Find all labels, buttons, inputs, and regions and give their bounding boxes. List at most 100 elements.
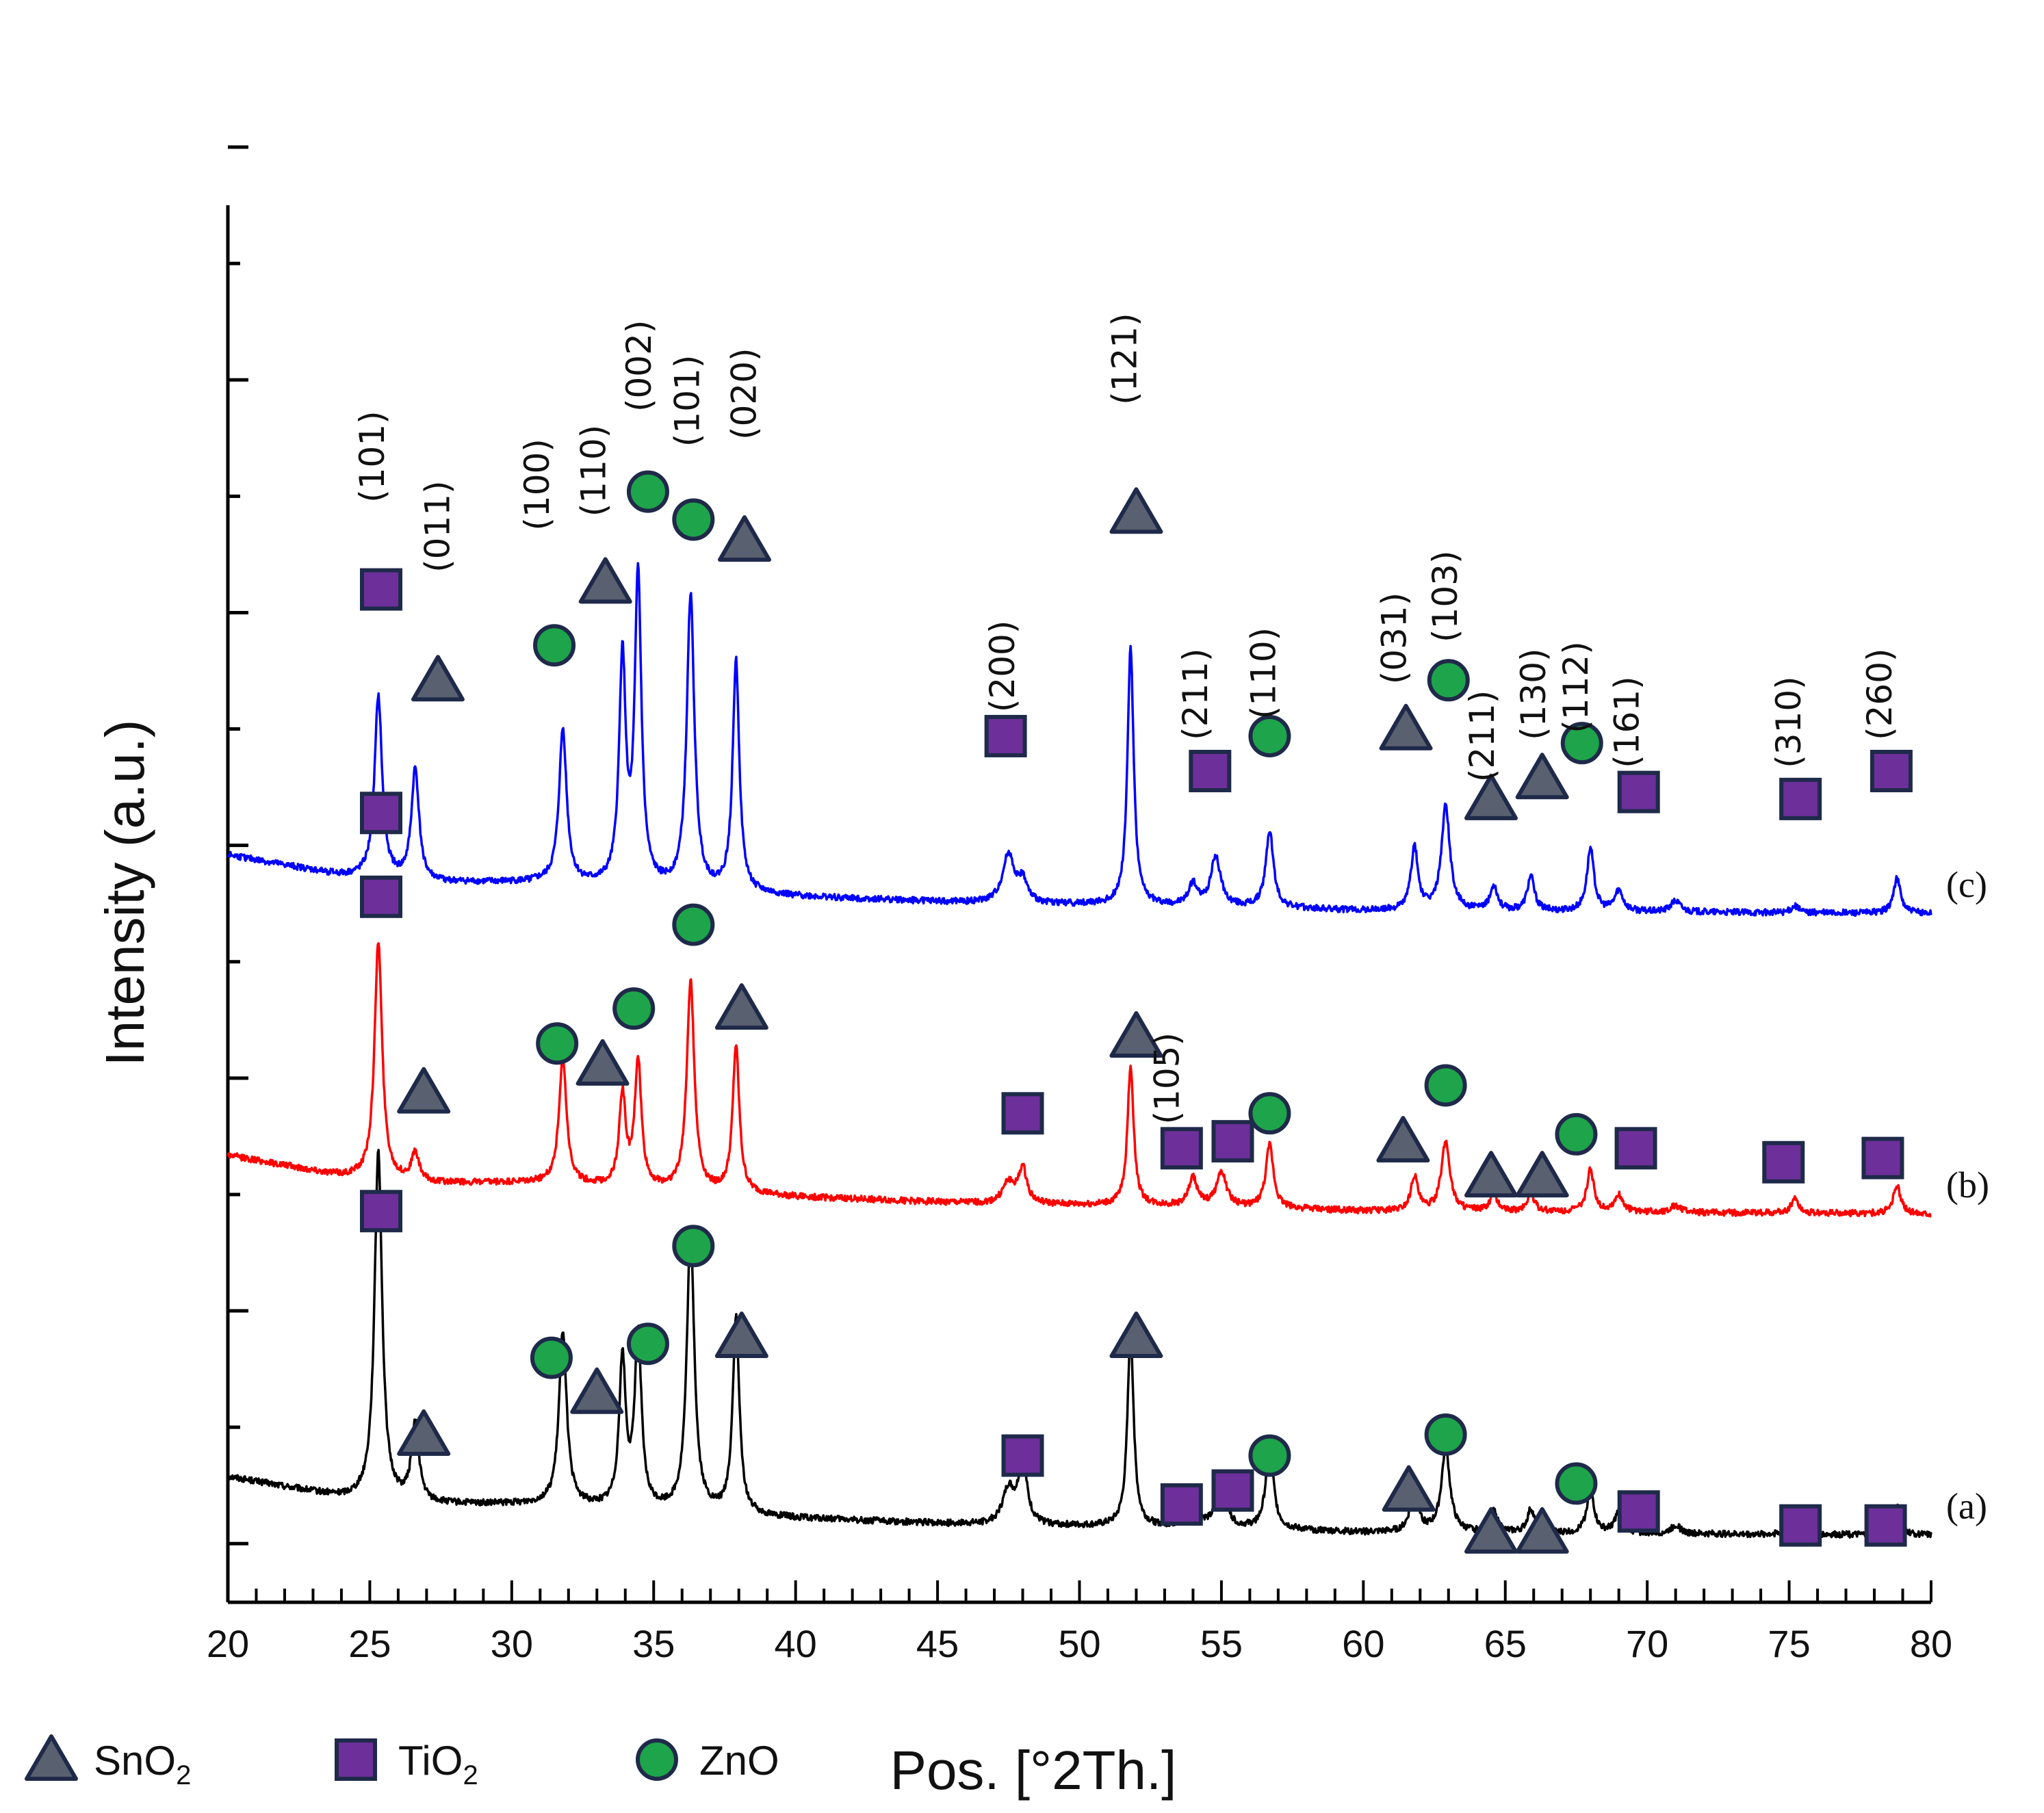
sno2-marker (1109, 1010, 1163, 1058)
zno-marker (1424, 1413, 1467, 1456)
hkl-label: (105) (1148, 1032, 1187, 1124)
sno2-marker (1464, 1151, 1518, 1198)
legend-marker-TiO2 (335, 1738, 377, 1781)
x-tick-label: 30 (491, 1622, 533, 1665)
tio2-marker (1762, 1140, 1805, 1184)
zno-marker (672, 498, 715, 541)
hkl-label: (130) (1514, 648, 1553, 740)
zno-marker (1427, 659, 1470, 702)
sno2-marker (1376, 1116, 1430, 1163)
hkl-label: (103) (1425, 551, 1465, 642)
hkl-label: (110) (574, 425, 614, 517)
tio2-marker (1189, 750, 1232, 793)
zno-marker (536, 1022, 579, 1065)
tio2-marker (360, 875, 403, 918)
hkl-label: (161) (1607, 676, 1647, 768)
hkl-label: (260) (1860, 648, 1900, 740)
series-label: (c) (1946, 864, 1987, 905)
legend-marker-ZnO (636, 1738, 678, 1781)
hkl-label: (211) (1176, 648, 1215, 740)
tio2-marker (1614, 1127, 1657, 1170)
hkl-label: (101) (352, 410, 392, 502)
zno-marker (1560, 722, 1603, 765)
series-line-2 (227, 562, 1932, 917)
zno-marker (1248, 714, 1291, 757)
tio2-marker (1001, 1434, 1044, 1477)
tio2-marker (984, 714, 1027, 757)
x-tick-label: 60 (1342, 1622, 1384, 1665)
series-label: (a) (1946, 1485, 1987, 1526)
sno2-marker (1109, 1312, 1163, 1359)
sno2-marker (1515, 1507, 1569, 1554)
tio2-marker (1211, 1469, 1254, 1512)
x-tick-label: 25 (348, 1622, 391, 1665)
x-tick-label: 55 (1200, 1622, 1243, 1665)
tio2-marker (360, 568, 403, 611)
tio2-marker (1617, 1490, 1660, 1533)
x-tick-label: 50 (1058, 1622, 1100, 1665)
zno-marker (530, 1336, 573, 1379)
tio2-marker (1870, 750, 1913, 793)
hkl-label: (121) (1104, 313, 1144, 404)
sno2-marker (1515, 1151, 1569, 1198)
hkl-label: (200) (983, 621, 1022, 712)
sno2-marker (575, 1039, 630, 1086)
hkl-label: (112) (1556, 641, 1596, 733)
sno2-marker (578, 557, 632, 604)
legend-label-TiO2: TiO2 (398, 1738, 478, 1790)
legend-label-ZnO: ZnO (699, 1738, 779, 1784)
x-tick-label: 35 (632, 1622, 675, 1665)
tio2-marker (1864, 1504, 1907, 1547)
series-line-0 (227, 1149, 1932, 1539)
plot-area: 20 25 30 35 40 45 50 55 60 65 70 75 80 (a) (b) (c) (101)… (25, 145, 1989, 1790)
tio2-marker (1861, 1136, 1904, 1179)
tio2-marker (1779, 777, 1822, 820)
x-tick-label: 45 (916, 1622, 959, 1665)
hkl-label: (211) (1462, 690, 1502, 782)
tio2-marker (1001, 1092, 1044, 1135)
sno2-marker (411, 655, 465, 702)
sno2-marker (717, 515, 771, 562)
zno-marker (1248, 1434, 1291, 1477)
x-tick-label: 20 (207, 1622, 249, 1665)
sno2-marker (1464, 1507, 1518, 1554)
y-axis-title: Intensity (a.u.) (94, 720, 155, 1067)
zno-marker (1555, 1112, 1598, 1156)
zno-marker (1555, 1462, 1598, 1505)
zno-marker (672, 903, 715, 946)
zno-marker (626, 1322, 669, 1366)
tio2-marker (1160, 1127, 1203, 1170)
tio2-marker (360, 1190, 403, 1233)
sno2-marker (397, 1067, 451, 1114)
series-label: (b) (1946, 1164, 1989, 1205)
x-tick-label: 75 (1768, 1622, 1810, 1665)
zno-marker (1248, 1092, 1291, 1135)
x-tick-label: 65 (1484, 1622, 1527, 1665)
hkl-label: (310) (1769, 676, 1809, 768)
tio2-marker (1617, 770, 1660, 813)
tio2-marker (1779, 1504, 1822, 1547)
sno2-marker (714, 1312, 768, 1359)
hkl-label: (110) (1244, 627, 1284, 719)
series-line-1 (227, 942, 1932, 1218)
sno2-marker (1464, 773, 1518, 820)
tio2-marker (1211, 1120, 1254, 1163)
sno2-marker (397, 1409, 451, 1456)
zno-marker (672, 1225, 715, 1268)
x-tick-label: 40 (775, 1622, 817, 1665)
sno2-marker (1382, 1465, 1436, 1512)
x-axis-title: Pos. [°2Th.] (890, 1740, 1177, 1801)
sno2-marker (1515, 753, 1569, 800)
zno-marker (626, 470, 669, 513)
sno2-marker (570, 1367, 624, 1414)
sno2-marker (714, 983, 768, 1030)
tio2-marker (360, 792, 403, 835)
hkl-label: (011) (418, 480, 458, 572)
x-tick-label: 70 (1626, 1622, 1668, 1665)
zno-marker (533, 624, 576, 667)
sno2-marker (1379, 703, 1433, 751)
hkl-label: (100) (517, 439, 557, 530)
zno-marker (612, 987, 656, 1030)
hkl-label: (031) (1375, 592, 1414, 684)
